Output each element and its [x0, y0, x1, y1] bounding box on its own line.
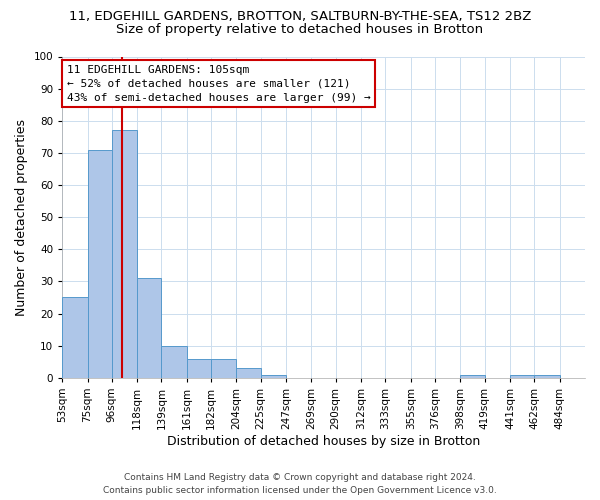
Text: Size of property relative to detached houses in Brotton: Size of property relative to detached ho… [116, 22, 484, 36]
Text: 11 EDGEHILL GARDENS: 105sqm
← 52% of detached houses are smaller (121)
43% of se: 11 EDGEHILL GARDENS: 105sqm ← 52% of det… [67, 64, 371, 102]
Bar [261, 374, 286, 378]
Bar [137, 278, 161, 378]
X-axis label: Distribution of detached houses by size in Brotton: Distribution of detached houses by size … [167, 434, 480, 448]
Text: 11, EDGEHILL GARDENS, BROTTON, SALTBURN-BY-THE-SEA, TS12 2BZ: 11, EDGEHILL GARDENS, BROTTON, SALTBURN-… [69, 10, 531, 23]
Text: Contains HM Land Registry data © Crown copyright and database right 2024.
Contai: Contains HM Land Registry data © Crown c… [103, 473, 497, 495]
Bar [236, 368, 261, 378]
Bar [161, 346, 187, 378]
Y-axis label: Number of detached properties: Number of detached properties [15, 118, 28, 316]
Bar [211, 358, 236, 378]
Bar [187, 358, 211, 378]
Bar [534, 374, 560, 378]
Bar [460, 374, 485, 378]
Bar [88, 150, 112, 378]
Bar [112, 130, 137, 378]
Bar [510, 374, 534, 378]
Bar [62, 298, 88, 378]
